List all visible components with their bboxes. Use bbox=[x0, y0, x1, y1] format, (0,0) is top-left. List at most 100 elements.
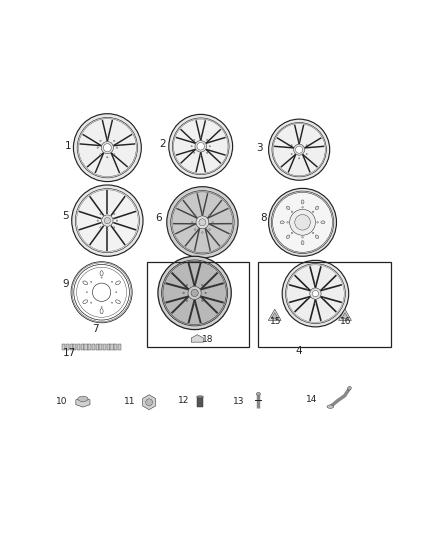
Text: 14: 14 bbox=[307, 395, 318, 405]
Circle shape bbox=[194, 152, 195, 154]
Bar bbox=[197, 398, 203, 407]
Circle shape bbox=[286, 264, 346, 324]
Text: 10: 10 bbox=[56, 397, 67, 406]
Bar bbox=[118, 344, 121, 350]
Circle shape bbox=[194, 303, 195, 305]
Circle shape bbox=[97, 147, 99, 148]
Circle shape bbox=[107, 157, 108, 158]
Bar bbox=[88, 344, 91, 350]
Circle shape bbox=[272, 192, 332, 252]
Circle shape bbox=[272, 123, 326, 177]
Circle shape bbox=[194, 139, 195, 141]
Bar bbox=[77, 344, 80, 350]
Circle shape bbox=[113, 140, 115, 141]
Circle shape bbox=[200, 155, 201, 156]
Text: 18: 18 bbox=[202, 335, 214, 344]
Bar bbox=[70, 344, 73, 350]
Ellipse shape bbox=[347, 386, 351, 390]
Circle shape bbox=[271, 191, 334, 254]
Bar bbox=[92, 344, 95, 350]
Circle shape bbox=[306, 288, 308, 289]
Circle shape bbox=[194, 281, 195, 282]
Bar bbox=[103, 344, 106, 350]
Circle shape bbox=[158, 256, 231, 329]
Circle shape bbox=[113, 227, 115, 228]
Text: 6: 6 bbox=[155, 213, 162, 223]
Circle shape bbox=[287, 222, 288, 223]
Ellipse shape bbox=[256, 392, 261, 396]
Circle shape bbox=[201, 300, 203, 302]
Circle shape bbox=[291, 145, 292, 146]
Text: 2: 2 bbox=[159, 139, 166, 149]
Circle shape bbox=[107, 138, 108, 139]
Text: 12: 12 bbox=[177, 397, 189, 406]
Bar bbox=[66, 344, 69, 350]
Circle shape bbox=[317, 222, 318, 223]
Ellipse shape bbox=[315, 235, 319, 238]
Ellipse shape bbox=[315, 206, 319, 209]
Circle shape bbox=[188, 286, 201, 300]
Circle shape bbox=[191, 222, 193, 223]
Polygon shape bbox=[342, 312, 349, 319]
Circle shape bbox=[323, 298, 325, 299]
Circle shape bbox=[72, 185, 143, 256]
Circle shape bbox=[74, 114, 141, 182]
Circle shape bbox=[172, 118, 229, 175]
Circle shape bbox=[209, 146, 210, 147]
Polygon shape bbox=[271, 312, 278, 319]
Circle shape bbox=[199, 219, 206, 226]
Circle shape bbox=[306, 145, 307, 146]
Circle shape bbox=[268, 188, 336, 256]
Text: 4: 4 bbox=[296, 345, 302, 356]
Circle shape bbox=[183, 292, 184, 294]
Circle shape bbox=[101, 142, 113, 154]
Circle shape bbox=[116, 220, 118, 221]
Ellipse shape bbox=[286, 206, 290, 209]
Circle shape bbox=[295, 215, 310, 230]
Circle shape bbox=[291, 211, 293, 213]
Ellipse shape bbox=[280, 221, 284, 224]
Circle shape bbox=[315, 303, 316, 304]
Circle shape bbox=[201, 232, 203, 233]
Text: 7: 7 bbox=[92, 324, 99, 334]
Circle shape bbox=[296, 146, 303, 154]
Circle shape bbox=[162, 260, 228, 326]
Circle shape bbox=[312, 211, 314, 213]
Circle shape bbox=[102, 215, 113, 227]
Circle shape bbox=[106, 230, 108, 231]
Circle shape bbox=[117, 147, 118, 148]
Bar bbox=[258, 262, 391, 347]
Text: 13: 13 bbox=[233, 397, 245, 406]
Circle shape bbox=[186, 300, 187, 302]
Circle shape bbox=[100, 227, 101, 228]
Ellipse shape bbox=[78, 396, 88, 401]
Bar bbox=[85, 344, 88, 350]
Text: 8: 8 bbox=[260, 213, 267, 223]
Circle shape bbox=[268, 119, 330, 180]
Ellipse shape bbox=[197, 395, 203, 398]
Polygon shape bbox=[76, 397, 90, 407]
Circle shape bbox=[167, 187, 238, 258]
Ellipse shape bbox=[327, 405, 334, 408]
Circle shape bbox=[186, 285, 187, 286]
Bar bbox=[99, 344, 102, 350]
Circle shape bbox=[212, 222, 213, 223]
Circle shape bbox=[194, 229, 196, 230]
Circle shape bbox=[323, 288, 325, 289]
Circle shape bbox=[191, 146, 192, 147]
Circle shape bbox=[194, 214, 196, 216]
Circle shape bbox=[302, 207, 303, 208]
Ellipse shape bbox=[301, 241, 304, 245]
Circle shape bbox=[100, 213, 101, 214]
Bar bbox=[62, 344, 65, 350]
Circle shape bbox=[191, 289, 198, 296]
Text: 16: 16 bbox=[340, 317, 351, 326]
Circle shape bbox=[302, 237, 303, 238]
Text: 3: 3 bbox=[256, 143, 262, 152]
Circle shape bbox=[306, 298, 308, 299]
Bar bbox=[147, 262, 249, 347]
Bar bbox=[114, 344, 117, 350]
Circle shape bbox=[169, 115, 233, 178]
Bar bbox=[110, 344, 113, 350]
Circle shape bbox=[113, 154, 115, 155]
